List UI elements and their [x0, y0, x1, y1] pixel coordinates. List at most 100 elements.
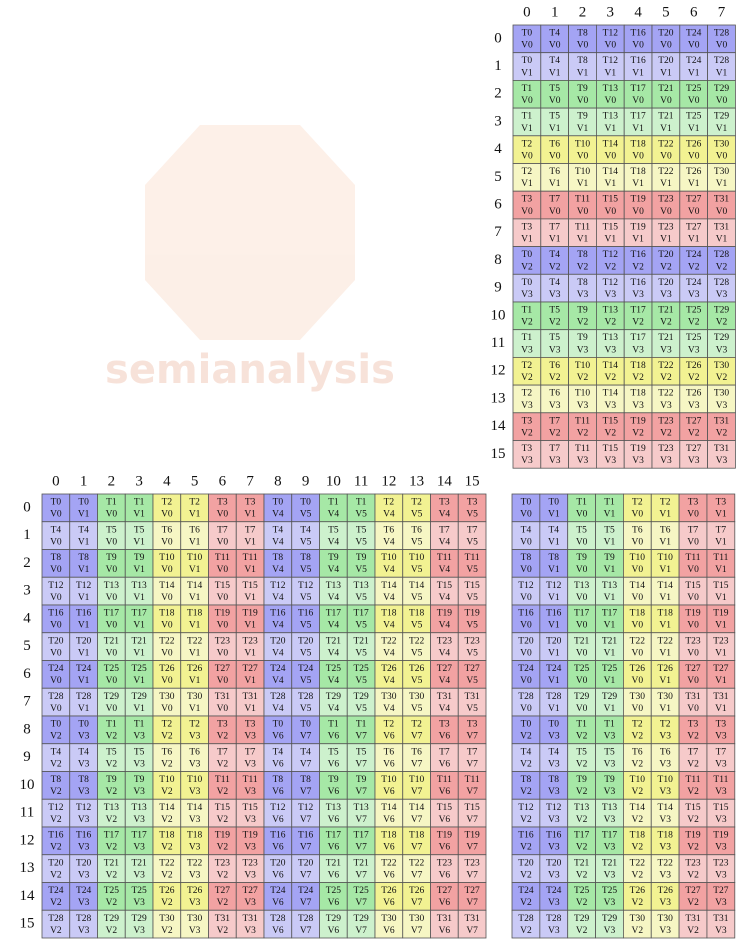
thread-label: T7	[467, 525, 478, 535]
thread-label: T17	[602, 831, 618, 841]
value-label: V2	[577, 428, 589, 438]
thread-label: T6	[162, 525, 173, 535]
thread-label: T28	[518, 914, 534, 924]
cell	[707, 329, 736, 358]
thread-label: T13	[104, 581, 120, 591]
thread-label: T14	[409, 581, 425, 591]
thread-label: T11	[215, 553, 230, 563]
thread-label: T20	[76, 858, 92, 868]
value-label: V0	[50, 676, 62, 686]
value-label: V5	[411, 537, 423, 547]
thread-label: T14	[187, 581, 203, 591]
value-label: V1	[604, 510, 616, 520]
value-label: V3	[716, 345, 728, 355]
value-label: V1	[548, 510, 560, 520]
thread-label: T16	[76, 609, 92, 619]
value-label: V1	[659, 704, 671, 714]
thread-label: T13	[603, 305, 619, 315]
thread-label: T30	[714, 361, 730, 371]
thread-label: T29	[602, 692, 618, 702]
cell	[540, 80, 569, 109]
cell	[180, 798, 209, 828]
cell	[540, 24, 569, 54]
cell	[291, 660, 320, 689]
value-label: V0	[106, 621, 118, 631]
value-label: V6	[383, 870, 395, 880]
value-label: V2	[520, 759, 532, 769]
cell	[319, 660, 348, 689]
cell	[512, 440, 542, 469]
value-label: V0	[660, 151, 672, 161]
value-label: V1	[548, 621, 560, 631]
value-label: V3	[133, 926, 145, 936]
value-label: V2	[632, 759, 644, 769]
value-label: V1	[548, 565, 560, 575]
value-label: V6	[272, 787, 284, 797]
cell	[235, 854, 265, 883]
value-label: V5	[466, 593, 478, 603]
thread-label: T25	[602, 664, 618, 674]
thread-label: T3	[522, 195, 533, 205]
thread-label: T9	[604, 775, 615, 785]
thread-label: T4	[549, 56, 560, 66]
col-label: 11	[354, 473, 368, 489]
value-label: V2	[688, 318, 700, 328]
thread-label: T13	[104, 803, 120, 813]
thread-label: T21	[131, 858, 147, 868]
value-label: V3	[549, 345, 561, 355]
col-label: 3	[607, 4, 615, 20]
value-label: V2	[549, 318, 561, 328]
thread-label: T19	[630, 416, 646, 426]
thread-label: T5	[604, 747, 615, 757]
col-label: 2	[579, 4, 587, 20]
value-label: V4	[439, 593, 451, 603]
value-label: V3	[133, 843, 145, 853]
cell	[152, 604, 182, 634]
value-label: V6	[439, 759, 451, 769]
thread-label: T12	[270, 581, 286, 591]
thread-label: T1	[106, 498, 117, 508]
thread-label: T23	[658, 416, 674, 426]
cell	[346, 660, 376, 689]
value-label: V1	[548, 593, 560, 603]
thread-label: T13	[602, 803, 618, 813]
thread-label: T1	[604, 720, 615, 730]
thread-label: T7	[549, 444, 560, 454]
value-label: V2	[521, 262, 533, 272]
thread-label: T26	[381, 886, 397, 896]
thread-label: T27	[464, 886, 480, 896]
thread-label: T28	[546, 914, 562, 924]
thread-label: T21	[326, 636, 342, 646]
thread-label: T4	[273, 525, 284, 535]
thread-label: T11	[243, 553, 258, 563]
value-label: V1	[244, 676, 256, 686]
thread-label: T0	[522, 56, 533, 66]
value-label: V1	[548, 648, 560, 658]
cell	[97, 743, 126, 772]
value-label: V0	[520, 648, 532, 658]
thread-label: T6	[632, 747, 643, 757]
value-label: V0	[576, 510, 588, 520]
cell	[124, 854, 154, 883]
thread-label: T0	[51, 720, 62, 730]
thread-label: T20	[518, 858, 534, 868]
thread-label: T25	[686, 112, 702, 122]
value-label: V0	[688, 96, 700, 106]
cell	[374, 549, 404, 578]
value-label: V2	[576, 732, 588, 742]
value-label: V2	[161, 787, 173, 797]
value-label: V3	[189, 732, 201, 742]
thread-label: T17	[602, 609, 618, 619]
thread-label: T11	[437, 775, 452, 785]
value-label: V0	[604, 151, 616, 161]
value-label: V1	[659, 593, 671, 603]
value-label: V2	[577, 262, 589, 272]
thread-label: T27	[242, 664, 258, 674]
thread-label: T16	[298, 609, 314, 619]
thread-label: T26	[686, 167, 702, 177]
value-label: V3	[548, 815, 560, 825]
value-label: V3	[189, 787, 201, 797]
value-label: V0	[604, 96, 616, 106]
thread-label: T31	[242, 692, 258, 702]
cell	[97, 771, 126, 800]
